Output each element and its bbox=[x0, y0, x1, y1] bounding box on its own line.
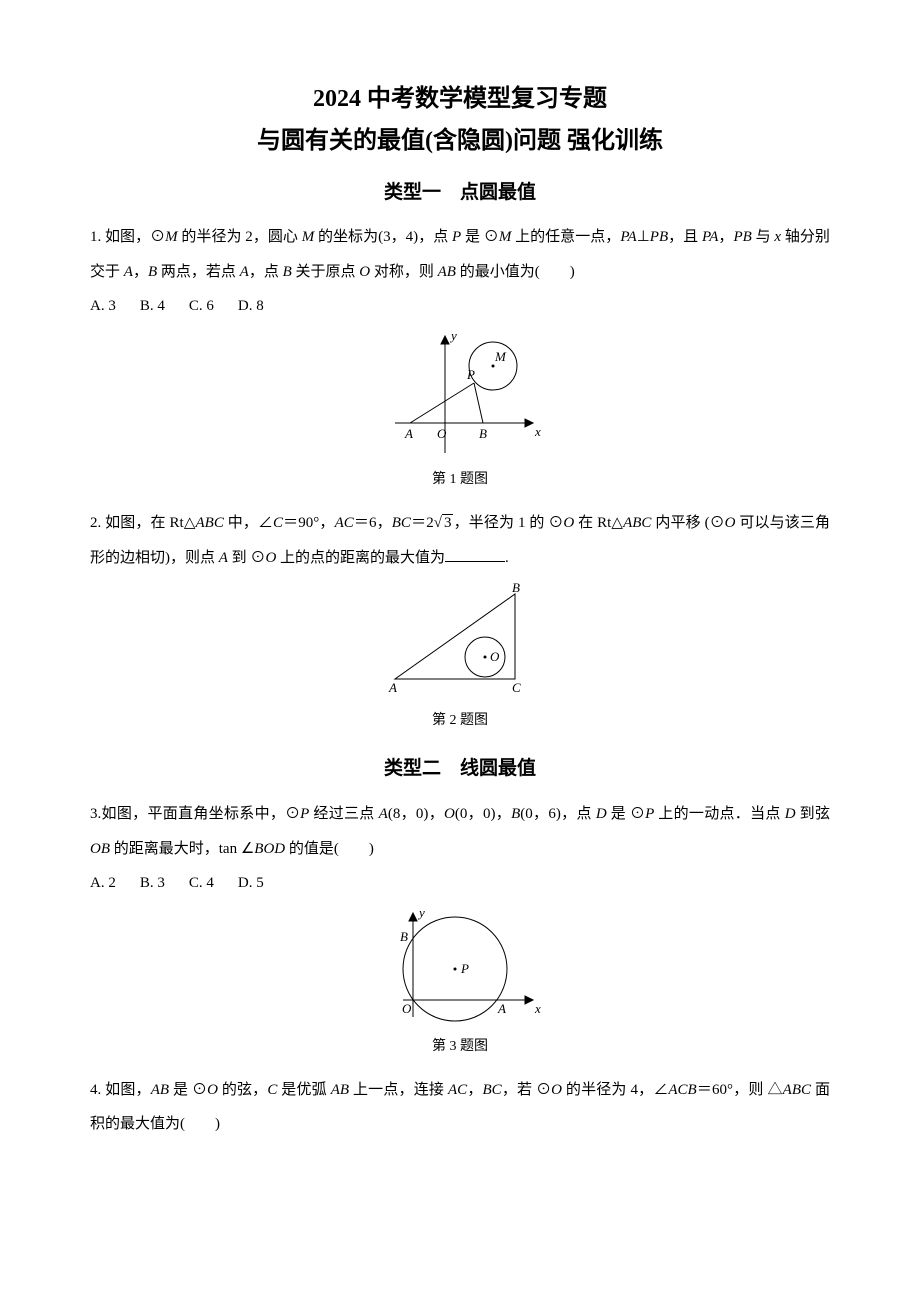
svg-text:P: P bbox=[460, 961, 469, 976]
svg-text:A: A bbox=[388, 680, 397, 695]
svg-text:C: C bbox=[512, 680, 521, 695]
svg-text:y: y bbox=[417, 905, 425, 920]
section-2: 类型二 线圆最值 bbox=[90, 747, 830, 791]
q1-figure: y x A O B M P bbox=[90, 328, 830, 458]
svg-text:M: M bbox=[494, 349, 507, 364]
svg-text:P: P bbox=[466, 367, 475, 382]
svg-text:x: x bbox=[534, 1001, 541, 1016]
q1-text: 1. 如图，⊙M 的半径为 2，圆心 M 的坐标为(3，4)，点 P 是 ⊙M … bbox=[90, 220, 830, 289]
q3-figure: y x O A B P bbox=[90, 905, 830, 1025]
svg-text:x: x bbox=[534, 424, 541, 439]
svg-text:O: O bbox=[437, 426, 447, 441]
section-1: 类型一 点圆最值 bbox=[90, 171, 830, 215]
q3-caption: 第 3 题图 bbox=[90, 1031, 830, 1063]
svg-text:y: y bbox=[449, 328, 457, 343]
svg-text:O: O bbox=[402, 1001, 412, 1016]
svg-text:B: B bbox=[400, 929, 408, 944]
svg-text:B: B bbox=[512, 580, 520, 595]
q4-text: 4. 如图，AB 是 ⊙O 的弦，C 是优弧 AB 上一点，连接 AC，BC，若… bbox=[90, 1073, 830, 1142]
q1-caption: 第 1 题图 bbox=[90, 464, 830, 496]
svg-text:O: O bbox=[490, 649, 500, 664]
title-line-1: 2024 中考数学模型复习专题 bbox=[90, 80, 830, 118]
title-line-2: 与圆有关的最值(含隐圆)问题 强化训练 bbox=[90, 122, 830, 160]
q1-options: A. 3B. 4C. 6D. 8 bbox=[90, 289, 830, 324]
q2-figure: A B C O bbox=[90, 579, 830, 699]
svg-text:A: A bbox=[404, 426, 413, 441]
svg-text:B: B bbox=[479, 426, 487, 441]
q3-text: 3.如图，平面直角坐标系中，⊙P 经过三点 A(8，0)，O(0，0)，B(0，… bbox=[90, 797, 830, 866]
q3-options: A. 2B. 3C. 4D. 5 bbox=[90, 866, 830, 901]
svg-text:A: A bbox=[497, 1001, 506, 1016]
q2-caption: 第 2 题图 bbox=[90, 705, 830, 737]
blank-answer bbox=[445, 546, 505, 562]
q2-text: 2. 如图，在 Rt△ABC 中，∠C＝90°，AC＝6，BC＝2√3，半径为 … bbox=[90, 506, 830, 575]
